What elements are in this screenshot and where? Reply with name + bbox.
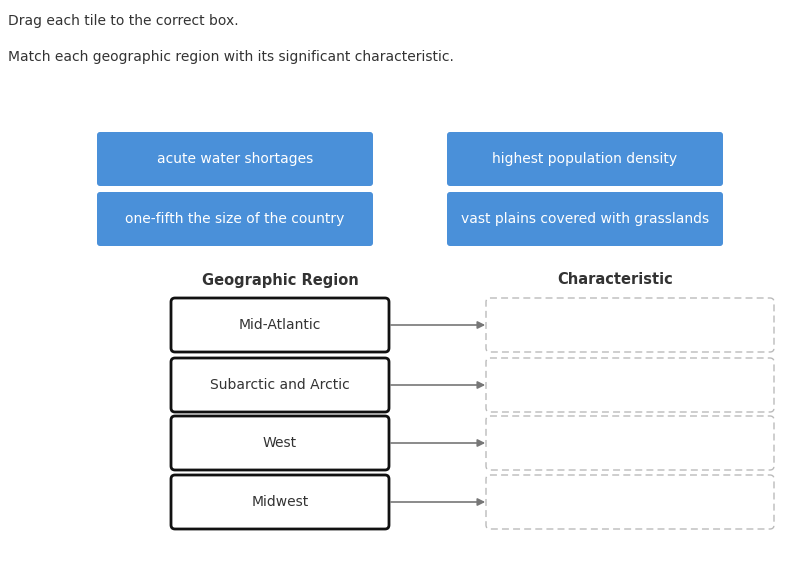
Text: West: West	[263, 436, 297, 450]
Text: highest population density: highest population density	[493, 152, 678, 166]
FancyBboxPatch shape	[447, 132, 723, 186]
FancyBboxPatch shape	[486, 298, 774, 352]
Text: one-fifth the size of the country: one-fifth the size of the country	[126, 212, 345, 226]
Text: vast plains covered with grasslands: vast plains covered with grasslands	[461, 212, 709, 226]
Text: Midwest: Midwest	[251, 495, 309, 509]
Text: Drag each tile to the correct box.: Drag each tile to the correct box.	[8, 14, 238, 28]
Text: Match each geographic region with its significant characteristic.: Match each geographic region with its si…	[8, 50, 454, 64]
FancyBboxPatch shape	[171, 475, 389, 529]
FancyBboxPatch shape	[486, 475, 774, 529]
FancyBboxPatch shape	[171, 298, 389, 352]
Text: acute water shortages: acute water shortages	[157, 152, 313, 166]
FancyBboxPatch shape	[486, 416, 774, 470]
Text: Geographic Region: Geographic Region	[202, 272, 358, 288]
FancyBboxPatch shape	[97, 132, 373, 186]
Text: Mid-Atlantic: Mid-Atlantic	[239, 318, 321, 332]
FancyBboxPatch shape	[171, 416, 389, 470]
Text: Characteristic: Characteristic	[557, 272, 673, 288]
FancyBboxPatch shape	[447, 192, 723, 246]
FancyBboxPatch shape	[486, 358, 774, 412]
FancyBboxPatch shape	[171, 358, 389, 412]
Text: Subarctic and Arctic: Subarctic and Arctic	[210, 378, 350, 392]
FancyBboxPatch shape	[97, 192, 373, 246]
